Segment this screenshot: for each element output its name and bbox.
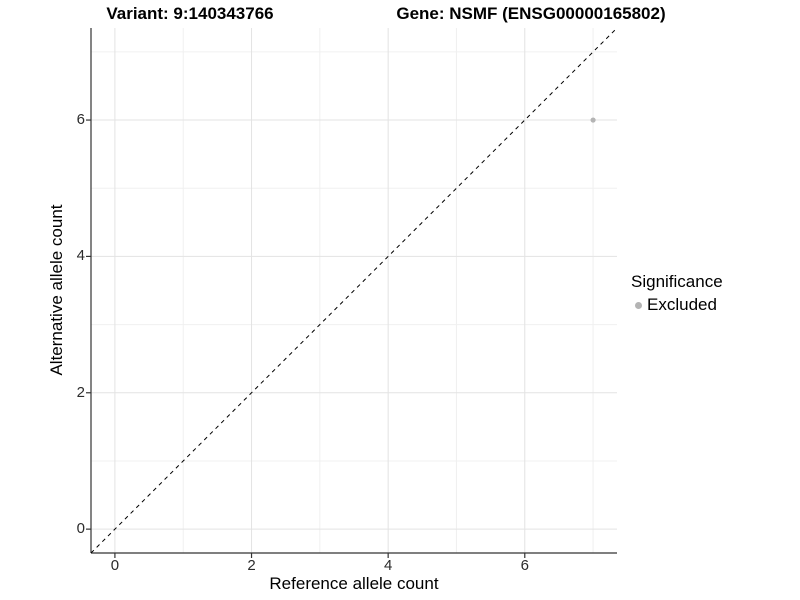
legend-point-icon (635, 301, 642, 309)
x-tick-label: 2 (247, 557, 256, 574)
x-axis-title: Reference allele count (269, 574, 439, 593)
y-tick-label: 4 (76, 247, 85, 265)
y-axis-title: Alternative allele count (47, 204, 66, 376)
legend-item-label: Excluded (647, 295, 717, 314)
y-tick-label: 2 (76, 383, 85, 401)
identity-dashed-line (90, 27, 618, 554)
plot-title-variant: Variant: 9:140343766 (106, 4, 274, 23)
legend-item: Excluded (631, 295, 723, 315)
x-tick-label: 0 (110, 557, 120, 574)
legend-items: Excluded (631, 295, 723, 315)
plot-title-gene: Gene: NSMF (ENSG00000165802) (396, 4, 666, 23)
x-tick-label: 4 (383, 557, 393, 574)
x-tick-label: 6 (520, 557, 529, 574)
data-point (590, 117, 596, 123)
y-tick-label: 6 (76, 111, 85, 129)
legend: Significance Excluded (631, 272, 723, 315)
legend-title: Significance (631, 272, 723, 291)
y-tick-label: 0 (76, 520, 85, 538)
